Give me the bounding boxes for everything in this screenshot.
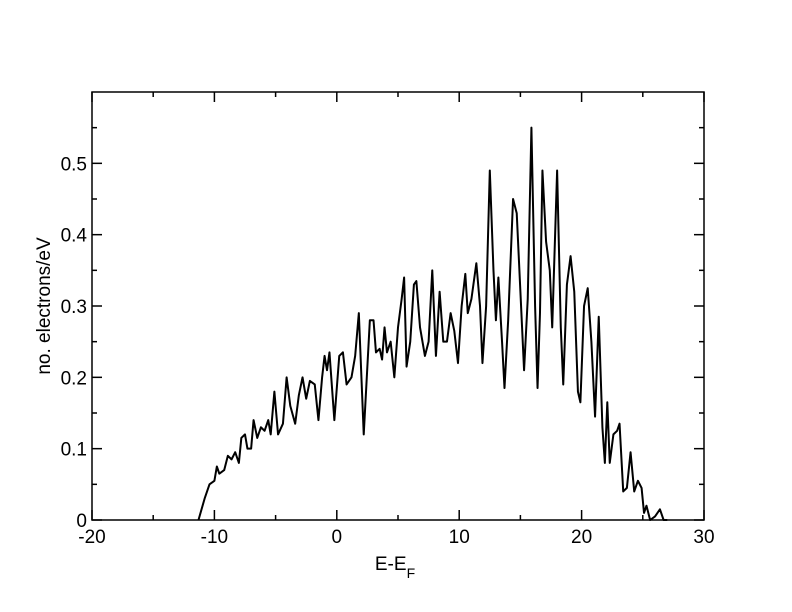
x-tick-label: 0 (332, 527, 343, 548)
y-tick-label: 0.2 (61, 368, 87, 389)
y-tick-label: 0.5 (61, 154, 87, 175)
x-axis-label: E-EF (375, 554, 415, 581)
x-tick-label: 20 (571, 527, 592, 548)
y-axis-label: no. electrons/eV (34, 237, 55, 375)
plot-frame (91, 91, 705, 521)
x-tick-label: 10 (449, 527, 470, 548)
y-tick-label: 0.1 (61, 440, 87, 461)
x-tick-label: -20 (78, 527, 105, 548)
x-axis-label-main: E-E (375, 554, 407, 575)
x-axis-label-subscript: F (407, 565, 416, 581)
dos-line (197, 126, 668, 521)
y-tick-label: 0.4 (61, 226, 88, 247)
y-tick-label: 0 (76, 511, 87, 532)
x-tick-label: -10 (201, 527, 228, 548)
x-tick-label: 30 (693, 527, 714, 548)
y-tick-label: 0.3 (61, 297, 87, 318)
